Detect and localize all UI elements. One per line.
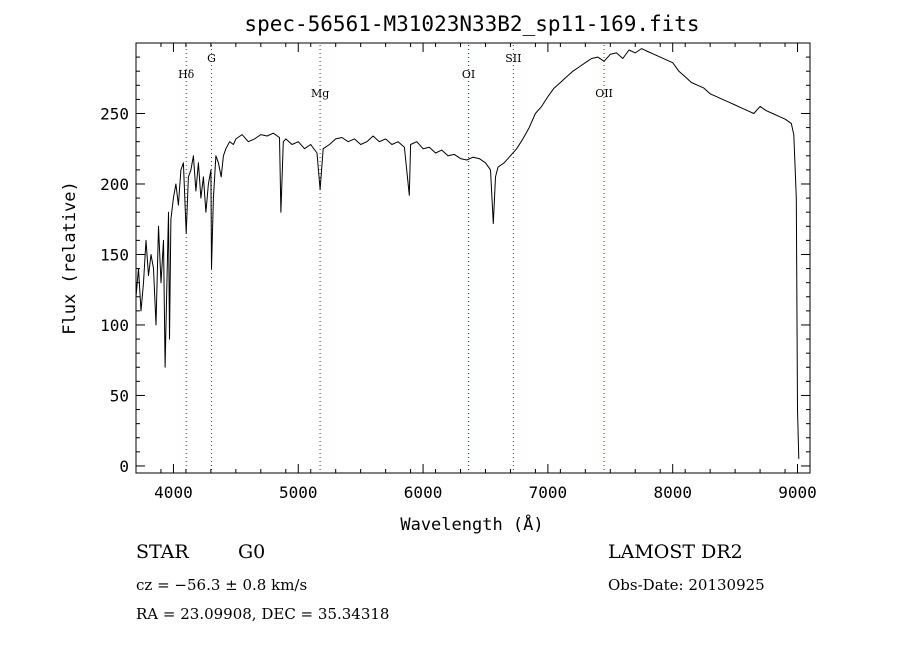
y-tick-label: 50	[110, 386, 129, 405]
object-class: STAR	[136, 541, 189, 563]
x-tick-label: 5000	[279, 483, 318, 502]
line-marker-label: G	[207, 52, 216, 65]
spectrum-series	[135, 48, 800, 459]
object-subclass: G0	[238, 541, 266, 563]
y-axis: 0 50 100 150 200 250	[100, 56, 810, 476]
x-tick-label: 8000	[653, 483, 692, 502]
y-tick-label: 150	[100, 245, 129, 264]
chart-title: spec-56561-M31023N33B2_sp11-169.fits	[244, 12, 699, 36]
line-marker-label: OI	[462, 68, 475, 81]
x-axis-label: Wavelength (Å)	[400, 513, 543, 535]
line-marker-label: Hδ	[178, 68, 195, 81]
line-marker-label: OII	[595, 87, 613, 100]
spectrum-line	[135, 48, 800, 459]
y-tick-label: 100	[100, 316, 129, 335]
observation-date: Obs-Date: 20130925	[608, 576, 765, 594]
x-tick-label: 6000	[404, 483, 443, 502]
coordinates: RA = 23.09908, DEC = 35.34318	[136, 605, 390, 623]
line-marker-label: SII	[505, 52, 521, 65]
x-tick-label: 9000	[778, 483, 817, 502]
y-tick-label: 250	[100, 104, 129, 123]
plot-frame	[135, 42, 811, 474]
x-axis: 4000 5000 6000 7000 8000 9000	[135, 43, 817, 502]
survey-name: LAMOST DR2	[608, 541, 743, 563]
y-tick-label: 0	[119, 457, 129, 476]
line-marker-label: Mg	[311, 87, 329, 100]
y-axis-label: Flux (relative)	[60, 181, 80, 335]
line-markers: Hδ G Mg OI SII OII	[178, 45, 613, 473]
redshift-velocity: cz = −56.3 ± 0.8 km/s	[136, 576, 308, 594]
y-tick-label: 200	[100, 175, 129, 194]
x-tick-label: 7000	[529, 483, 568, 502]
x-tick-label: 4000	[154, 483, 193, 502]
